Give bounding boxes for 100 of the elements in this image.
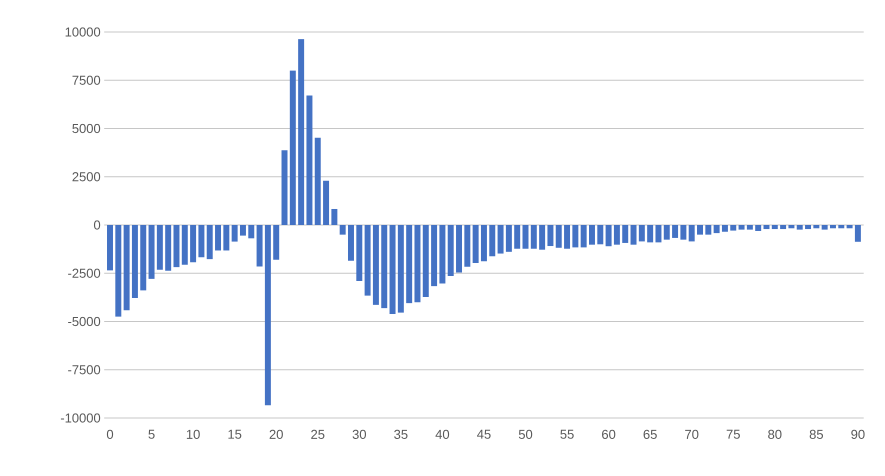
bar — [348, 224, 354, 261]
y-tick-label: -2500 — [68, 268, 100, 278]
bar — [614, 224, 620, 245]
bar — [480, 224, 487, 262]
bar — [547, 224, 554, 246]
bar — [248, 224, 254, 238]
bar — [215, 224, 222, 250]
bar — [390, 224, 396, 314]
bar — [530, 224, 537, 249]
bar — [772, 224, 778, 230]
x-tick-label: 60 — [602, 430, 616, 439]
bar — [431, 224, 438, 286]
x-tick-label: 35 — [394, 430, 408, 439]
bar — [522, 224, 528, 249]
bar — [331, 208, 338, 225]
y-tick-label: 10000 — [66, 27, 100, 37]
bar — [190, 224, 196, 262]
bar — [714, 224, 720, 234]
bar — [630, 224, 637, 245]
y-tick-label: -10000 — [60, 413, 100, 423]
x-tick-label: 55 — [560, 430, 574, 439]
y-tick-label: -5000 — [68, 316, 100, 326]
x-tick-label: 90 — [851, 430, 865, 439]
bar — [264, 224, 271, 406]
x-tick-label: 30 — [352, 430, 366, 439]
x-tick-label: 5 — [148, 430, 155, 439]
x-tick-label: 0 — [106, 430, 114, 439]
bar — [763, 224, 770, 230]
bar — [472, 224, 479, 264]
bar — [448, 224, 454, 276]
bar — [356, 224, 362, 281]
x-tick-label: 15 — [228, 430, 242, 439]
bar — [115, 224, 122, 317]
bar — [232, 224, 238, 242]
bar — [738, 224, 745, 230]
bar — [372, 224, 379, 305]
x-tick-label: 50 — [518, 430, 532, 439]
bar — [156, 224, 163, 270]
bar — [514, 224, 520, 249]
x-tick-label: 10 — [186, 430, 200, 439]
bar — [746, 224, 753, 230]
bar — [273, 224, 280, 260]
bar — [323, 180, 330, 225]
bar — [697, 224, 703, 235]
bar — [506, 224, 512, 252]
bar — [846, 224, 853, 228]
bar — [580, 224, 587, 248]
bar — [198, 224, 204, 258]
bar — [414, 224, 420, 302]
bar — [282, 150, 288, 225]
y-tick-label: 0 — [94, 220, 100, 230]
x-tick-label: 65 — [644, 430, 657, 439]
bar — [722, 224, 728, 232]
bar — [647, 224, 654, 242]
bar — [564, 224, 570, 249]
bar — [539, 224, 546, 250]
bar — [638, 224, 645, 242]
x-tick-label: 80 — [768, 430, 782, 439]
bar — [664, 224, 670, 240]
bar — [256, 224, 263, 266]
bar — [498, 224, 504, 254]
bar — [165, 224, 172, 271]
bar — [655, 224, 662, 242]
bar — [240, 224, 246, 236]
x-tick-label: 20 — [270, 430, 283, 439]
y-tick-label: -7500 — [68, 365, 100, 374]
bar — [788, 224, 794, 228]
bar — [805, 224, 812, 230]
x-tick-label: 70 — [685, 430, 698, 439]
bar — [124, 224, 130, 310]
bar — [688, 224, 695, 242]
bar — [223, 224, 230, 250]
bar — [838, 224, 844, 228]
x-tick-label: 25 — [311, 430, 324, 439]
bar — [340, 224, 346, 235]
bar — [813, 224, 820, 228]
bar — [822, 224, 828, 230]
bar — [148, 224, 155, 279]
bar — [796, 224, 803, 230]
bar — [456, 224, 462, 272]
y-tick-label: 5000 — [72, 124, 100, 134]
bar — [572, 224, 578, 248]
bar — [107, 224, 113, 270]
bar — [364, 224, 371, 296]
y-tick-label: 2500 — [72, 172, 100, 182]
bar — [381, 224, 388, 308]
bar — [705, 224, 712, 235]
bar — [606, 224, 612, 246]
x-tick-label: 75 — [726, 430, 740, 439]
bar — [830, 224, 836, 228]
bar — [306, 95, 312, 225]
bar — [680, 224, 686, 240]
bar — [755, 224, 762, 231]
bar — [398, 224, 404, 313]
bar — [406, 224, 412, 304]
bar — [464, 224, 470, 267]
bar — [422, 224, 429, 297]
bar — [290, 70, 296, 225]
bar — [780, 224, 786, 230]
bar — [597, 224, 604, 244]
